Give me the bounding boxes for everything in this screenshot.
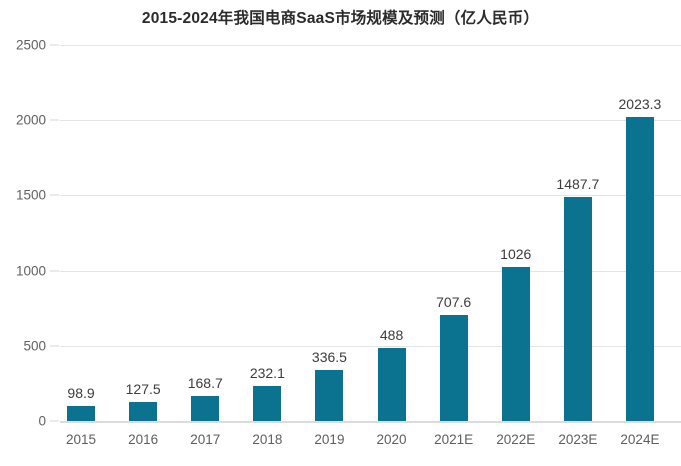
- bar-value-label: 1026: [500, 245, 532, 262]
- gridline: [60, 120, 681, 122]
- x-axis: 2015 2016 2017 2018 2019 2020 2021E 2022E 2023E 2…: [60, 424, 681, 454]
- bar-value-label: 98.9: [67, 385, 95, 402]
- bar-value-label: 127.5: [125, 380, 161, 397]
- bar-value-label: 488: [379, 326, 404, 343]
- gridline: [60, 270, 681, 272]
- x-axis-tick-label: 2023E: [558, 432, 598, 447]
- bar[interactable]: [129, 401, 158, 421]
- y-axis: 0 500 1000 1500 2000 2500: [0, 38, 60, 429]
- y-axis-tick-mark: [50, 270, 59, 272]
- gridline: [60, 345, 681, 347]
- bar-value-label: 2023.3: [618, 95, 662, 112]
- gridline: [60, 45, 681, 46]
- chart-title: 2015-2024年我国电商SaaS市场规模及预测（亿人民币）: [141, 10, 540, 27]
- y-axis-tick-mark: [50, 194, 59, 196]
- x-axis-tick-label: 2024E: [620, 432, 660, 447]
- y-axis-tick-mark: [50, 119, 59, 121]
- y-axis-tick-label: 0: [38, 413, 46, 429]
- bar-value-label: 707.6: [436, 293, 472, 310]
- y-axis-tick-mark: [50, 44, 59, 46]
- bar-value-label: 1487.7: [556, 176, 600, 193]
- bar[interactable]: [253, 386, 282, 421]
- x-axis-tick-label: 2019: [314, 432, 345, 447]
- x-axis-tick-label: 2022E: [496, 432, 536, 447]
- y-axis-tick-label: 500: [23, 338, 46, 354]
- axis-baseline: [60, 421, 681, 423]
- plot-area: 98.9 127.5 168.7 232.1 336.5 488 707.6 1026 1487…: [60, 45, 681, 423]
- bar[interactable]: [377, 347, 406, 421]
- x-axis-tick-label: 2016: [128, 432, 159, 447]
- y-axis-tick-label: 1000: [15, 263, 46, 279]
- bar-value-label: 168.7: [187, 374, 223, 391]
- bar-value-label: 232.1: [249, 365, 285, 382]
- bar[interactable]: [625, 116, 654, 421]
- x-axis-tick-label: 2015: [66, 432, 97, 447]
- bar[interactable]: [315, 370, 344, 421]
- gridline: [60, 195, 681, 197]
- y-axis-tick-label: 1500: [15, 187, 46, 203]
- bar[interactable]: [191, 395, 220, 421]
- x-axis-tick-label: 2018: [252, 432, 283, 447]
- y-axis-tick-mark: [50, 420, 59, 422]
- y-axis-tick-label: 2000: [15, 112, 46, 128]
- x-axis-tick-label: 2021E: [434, 432, 474, 447]
- y-axis-tick-mark: [50, 345, 59, 347]
- bar[interactable]: [439, 314, 468, 421]
- bar[interactable]: [563, 197, 592, 421]
- bar[interactable]: [67, 406, 96, 421]
- bar[interactable]: [501, 266, 530, 421]
- x-axis-tick-label: 2017: [190, 432, 221, 447]
- y-axis-tick-label: 2500: [15, 37, 46, 53]
- x-axis-tick-label: 2020: [376, 432, 407, 447]
- bar-value-label: 336.5: [311, 349, 347, 366]
